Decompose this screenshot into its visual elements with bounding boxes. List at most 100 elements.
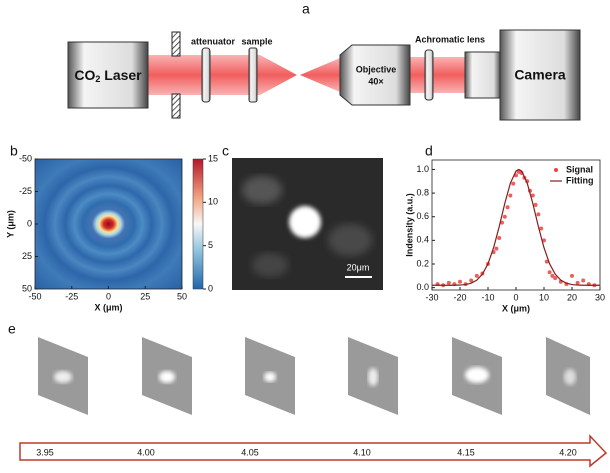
beam: [410, 57, 468, 93]
y-axis-label: Indensity (a.u.): [404, 193, 414, 257]
signal-point: [446, 280, 451, 285]
signal-point: [502, 214, 507, 219]
arrow: [19, 434, 608, 468]
y-tick-label: 0: [27, 218, 32, 228]
signal-point: [550, 273, 555, 278]
signal-point: [494, 246, 499, 251]
colorbar: [192, 158, 204, 290]
signal-point: [505, 205, 510, 210]
x-tick-label: 0: [106, 291, 111, 301]
y-tick-label: 1.0: [416, 164, 429, 174]
signal-point: [553, 276, 558, 281]
spot: [289, 206, 321, 238]
sample: [248, 47, 258, 103]
laser: [67, 41, 149, 109]
y-tick-label: -25: [19, 186, 32, 196]
speckle: [328, 224, 372, 256]
signal-point: [542, 238, 546, 243]
x-tick-label: 30: [595, 292, 605, 302]
x-tick-label: 50: [177, 291, 187, 301]
signal-point: [458, 279, 462, 284]
camera-label: Camera: [514, 67, 566, 83]
signal-point: [508, 193, 513, 198]
legend-label: Signal: [566, 164, 593, 174]
y-tick-label: 0.2: [416, 258, 429, 268]
camera-front: [464, 51, 502, 99]
y-tick-label: 50: [22, 283, 32, 293]
lens-label: Achromatic lens: [415, 34, 485, 44]
y-axis-label: Y (μm): [5, 210, 15, 238]
beam: [300, 58, 340, 92]
signal-point: [544, 259, 549, 264]
panel-label: a: [302, 1, 310, 17]
colorbar-tick-label: 0: [208, 283, 213, 293]
objective-label: Objective: [356, 64, 397, 74]
y-tick-label: -50: [19, 153, 32, 163]
intensity-images: [38, 337, 590, 415]
arrow-tick-label: 4.20: [559, 447, 577, 457]
signal-point: [511, 181, 516, 186]
x-tick-label: -50: [28, 291, 41, 301]
fit-line: [432, 168, 600, 286]
y-tick-label: 25: [22, 251, 32, 261]
speckle: [242, 176, 282, 204]
signal-point: [533, 202, 538, 207]
arrow-labels: 3.95 4.00 4.05 4.10 4.15 4.20: [36, 447, 577, 457]
arrow-tick-label: 3.95: [36, 447, 54, 457]
x-axis-label: X (μm): [502, 303, 530, 313]
y-tick-label: 0.6: [416, 211, 429, 221]
signal-point: [539, 226, 544, 231]
signal-point: [530, 193, 535, 198]
attenuator: [201, 47, 211, 103]
signal-point: [474, 273, 479, 278]
arrow-tick-label: 4.05: [241, 447, 259, 457]
objective: [339, 44, 411, 106]
x-tick-label: -25: [65, 291, 78, 301]
y-tick-label: 0.0: [416, 282, 429, 292]
x-tick-label: 0: [513, 292, 518, 302]
beam: [260, 55, 297, 95]
x-tick-label: 20: [567, 292, 577, 302]
arrow-tick-label: 4.15: [457, 447, 475, 457]
arrow-tick-label: 4.10: [353, 447, 371, 457]
panel-label: d: [425, 143, 433, 159]
scale-bar-label: 20μm: [347, 262, 370, 272]
magnification: 40×: [368, 76, 383, 86]
legend-label: Fitting: [566, 175, 594, 185]
y-tick-label: 0.8: [416, 187, 429, 197]
panel-label: c: [222, 143, 229, 159]
laser-label: CO2 Laser: [74, 67, 142, 85]
aperture: [171, 31, 181, 57]
sample-label: sample: [241, 36, 272, 46]
frame: [348, 337, 398, 415]
x-tick-label: 10: [539, 292, 549, 302]
colorbar-tick-label: 5: [208, 240, 213, 250]
signal-point: [575, 280, 580, 285]
frame: [452, 337, 502, 415]
colorbar-tick-label: 15: [208, 153, 218, 163]
colorbar-tick-label: 10: [208, 197, 218, 207]
frame: [245, 337, 295, 415]
signal-point: [497, 236, 502, 240]
signal-point: [536, 212, 541, 217]
signal-point: [581, 278, 586, 283]
camera: [499, 29, 581, 121]
x-tick-label: -20: [453, 292, 466, 302]
speckle: [252, 253, 288, 277]
frame: [38, 337, 88, 415]
x-axis-label: X (μm): [94, 302, 122, 312]
signal-point: [547, 270, 552, 275]
arrow-tick-label: 4.00: [137, 447, 155, 457]
heatmap-image: [35, 159, 182, 289]
y-tick-label: 0.4: [416, 235, 429, 245]
x-tick-label: -10: [481, 292, 494, 302]
signal-point: [570, 273, 574, 278]
x-tick-label: 25: [140, 291, 150, 301]
legend-marker: [554, 168, 558, 172]
x-tick-label: -30: [425, 292, 438, 302]
frame: [546, 337, 590, 415]
signal-point: [469, 278, 474, 283]
panel-label: e: [8, 321, 16, 337]
aperture: [171, 93, 181, 119]
